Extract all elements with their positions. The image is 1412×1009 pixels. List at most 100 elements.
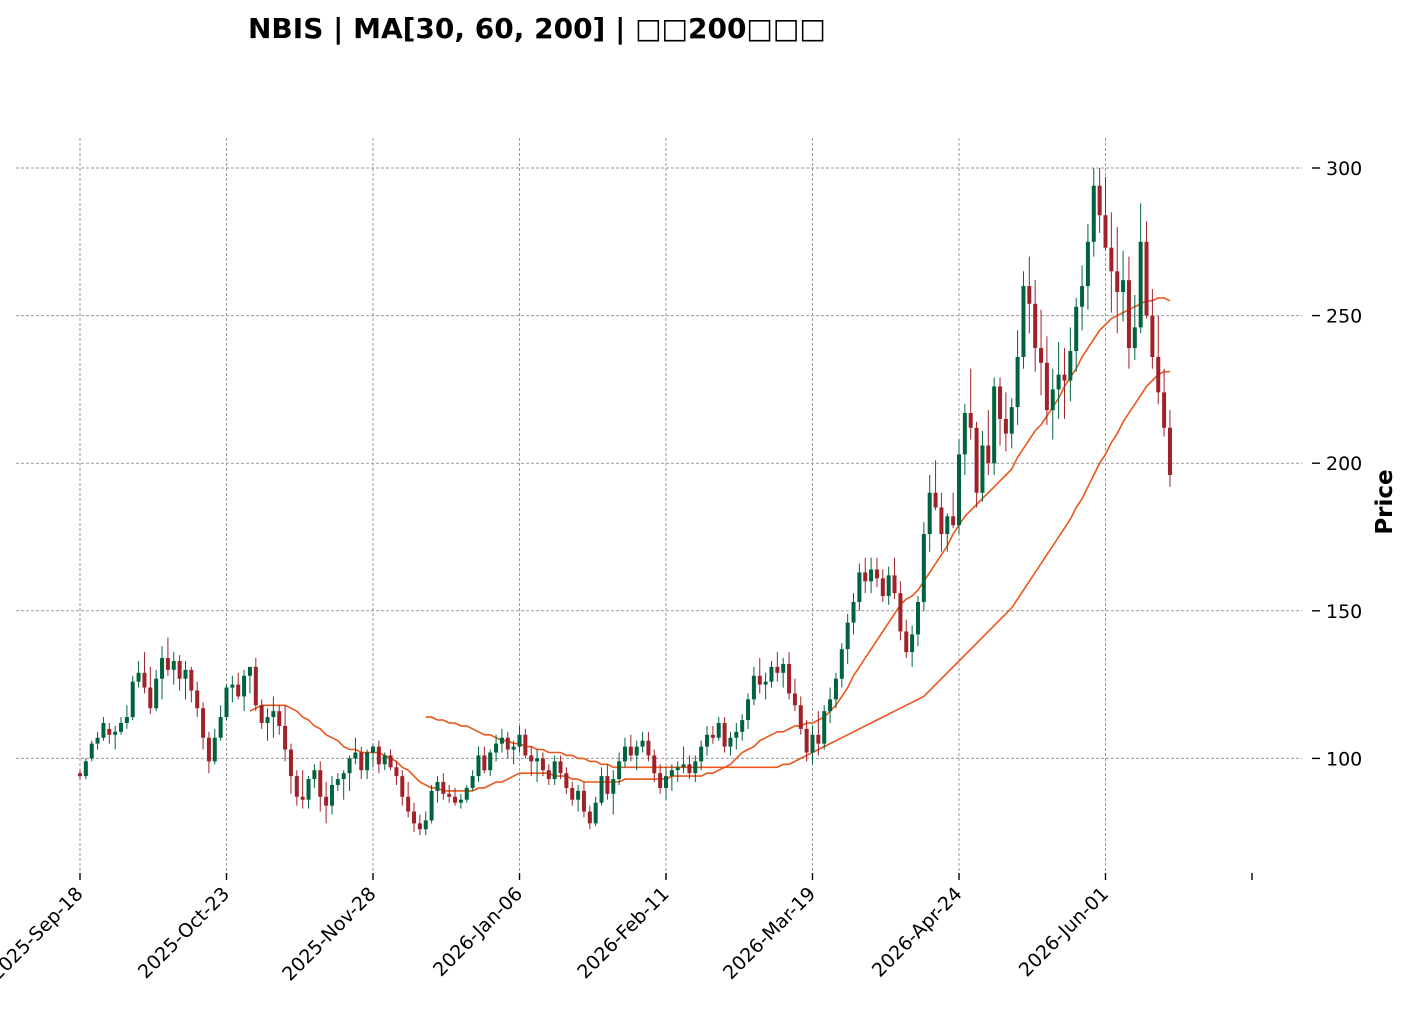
candle-body [406, 796, 411, 812]
candle-body [242, 675, 247, 697]
candle-body [171, 660, 176, 670]
candle-body [429, 790, 434, 821]
candle-body [1091, 185, 1096, 242]
candle-body [329, 784, 334, 806]
candle-body [529, 755, 534, 762]
candle-body [206, 737, 211, 762]
candle-body [376, 746, 381, 765]
candle-body [482, 755, 487, 771]
candle-body [992, 386, 997, 464]
candle-body [587, 811, 592, 824]
candle-body [517, 734, 522, 747]
candle-body [447, 793, 452, 797]
candle-body [412, 811, 417, 824]
candle-body [640, 740, 645, 747]
candle-body [1062, 374, 1067, 381]
candle-body [470, 776, 475, 788]
candle-body [101, 722, 106, 738]
candle-body [300, 796, 305, 800]
candle-body [570, 787, 575, 800]
x-tick-label: 2026-Jun-01 [1015, 883, 1113, 981]
candle-body [1162, 392, 1167, 428]
candlesticks [78, 168, 1172, 836]
candle-body [388, 755, 393, 768]
candle-body [1080, 286, 1085, 307]
candle-body [746, 699, 751, 721]
candle-body [359, 752, 364, 771]
candle-body [160, 658, 165, 679]
candle-body [611, 779, 616, 794]
x-tick-label: 2026-Apr-24 [868, 883, 967, 982]
candle-body [728, 737, 733, 747]
candle-body [511, 746, 516, 750]
candle-body [646, 740, 651, 756]
candle-body [236, 684, 241, 697]
candle-body [693, 761, 698, 774]
candle-body [505, 737, 510, 750]
candle-body [880, 578, 885, 597]
candle-body [927, 492, 932, 535]
candle-body [957, 454, 961, 526]
candle-body [710, 734, 715, 738]
candle-body [124, 717, 129, 723]
candle-body [365, 752, 370, 771]
x-tick-label: 2025-Sep-18 [0, 883, 88, 985]
candle-body [593, 802, 598, 824]
candle-body [1050, 389, 1055, 411]
candle-body [1132, 327, 1137, 349]
candle-body [716, 722, 721, 738]
candle-body [828, 699, 833, 712]
candle-body [464, 787, 469, 800]
candle-body [904, 631, 909, 653]
grid-lines [16, 138, 1302, 873]
ma-line-ma60 [425, 370, 1170, 769]
candle-body [371, 746, 375, 753]
candle-body [921, 534, 926, 602]
candle-body [499, 737, 504, 744]
candle-body [435, 782, 440, 791]
candle-body [535, 758, 540, 762]
candle-body [839, 649, 844, 679]
candle-body [798, 705, 803, 729]
y-tick-label: 250 [1326, 306, 1362, 328]
candle-body [804, 728, 809, 753]
candle-body [271, 711, 276, 718]
candle-body [253, 666, 258, 706]
candle-body [1097, 185, 1102, 216]
candle-body [664, 776, 668, 788]
candle-body [781, 663, 786, 673]
candle-body [939, 507, 944, 535]
candle-body [816, 734, 821, 744]
candle-body [165, 658, 170, 670]
candle-body [453, 796, 458, 803]
candle-body [89, 743, 94, 759]
candle-body [494, 743, 499, 753]
candle-body [1056, 374, 1061, 390]
candle-body [681, 764, 686, 768]
candle-body [851, 601, 856, 623]
candle-body [78, 773, 82, 777]
candle-body [423, 820, 428, 830]
x-tick-label: 2025-Nov-28 [278, 883, 380, 985]
candle-body [177, 660, 182, 679]
candle-body [294, 776, 299, 797]
candle-body [564, 773, 569, 788]
x-tick-label: 2026-Jan-06 [429, 883, 527, 981]
candle-body [1074, 306, 1079, 352]
candle-body [1033, 303, 1038, 349]
ma-line-ma30 [249, 297, 1171, 792]
candle-body [107, 728, 112, 735]
candle-body [687, 764, 692, 774]
candle-body [201, 708, 206, 738]
candle-body [605, 776, 610, 794]
candle-body [599, 776, 604, 803]
candle-body [769, 666, 774, 682]
candle-body [857, 572, 862, 602]
candle-body [394, 767, 399, 777]
candle-body [1121, 280, 1126, 292]
candle-body [869, 569, 874, 582]
candle-body [341, 773, 346, 780]
candle-body [212, 737, 217, 762]
candle-body [1115, 271, 1120, 292]
y-axis-label: Price [1372, 469, 1398, 534]
